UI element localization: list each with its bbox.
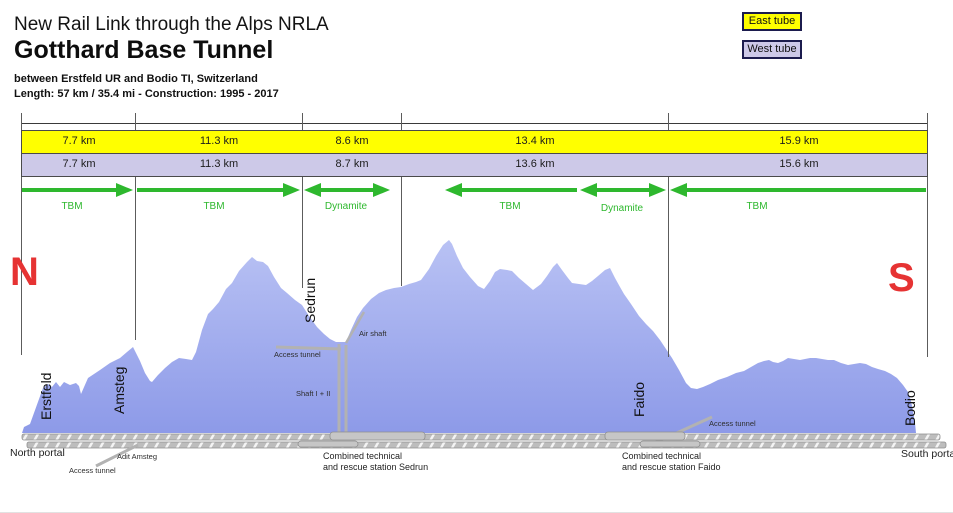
faido-station-line2: and rescue station Faido xyxy=(622,461,721,472)
diagram-subtitle-route: between Erstfeld UR and Bodio TI, Switze… xyxy=(14,73,258,85)
south-indicator: S xyxy=(888,256,915,300)
sedrun-station-structure xyxy=(329,431,426,441)
station-label-sedrun: Sedrun xyxy=(302,277,318,323)
sedrun-station-label: Combined technical and rescue station Se… xyxy=(323,451,428,473)
method-label-5: Dynamite xyxy=(600,203,644,214)
construction-arrow-6 xyxy=(670,183,926,197)
shaft-label: Shaft I + II xyxy=(296,389,331,398)
tunnel-tube-upper xyxy=(21,433,941,441)
divider-mid xyxy=(401,113,402,286)
amsteg-access-tunnel-label: Access tunnel xyxy=(69,466,116,475)
station-label-bodio: Bodio xyxy=(902,390,918,426)
south-portal-label: South portal xyxy=(901,448,953,460)
construction-arrow-3 xyxy=(304,183,390,197)
east-segment-1: 7.7 km xyxy=(62,135,96,147)
air-shaft-line xyxy=(344,311,366,344)
divider-sedrun xyxy=(302,113,303,288)
legend-east-tube: East tube xyxy=(742,12,802,31)
sedrun-station-line2: and rescue station Sedrun xyxy=(323,461,429,472)
diagram-supertitle: New Rail Link through the Alps NRLA xyxy=(14,14,329,35)
legend-west-tube: West tube xyxy=(742,40,802,59)
east-segment-2: 11.3 km xyxy=(199,135,239,147)
sedrun-station-line1: Combined technical xyxy=(323,451,403,461)
west-segment-2: 11.3 km xyxy=(199,158,239,170)
sedrun-station-structure-2 xyxy=(297,440,359,448)
sedrun-access-tunnel-label: Access tunnel xyxy=(274,350,321,359)
construction-arrow-1 xyxy=(22,183,133,197)
east-segment-3: 8.6 km xyxy=(335,135,369,147)
west-segment-5: 15.6 km xyxy=(779,158,819,170)
diagram-subtitle-length: Length: 57 km / 35.4 mi - Construction: … xyxy=(14,88,279,100)
construction-arrow-2 xyxy=(137,183,300,197)
method-label-2: TBM xyxy=(203,201,225,212)
east-segment-5: 15.9 km xyxy=(779,135,819,147)
west-segment-3: 8.7 km xyxy=(335,158,369,170)
method-label-3: Dynamite xyxy=(324,201,368,212)
station-label-erstfeld: Erstfeld xyxy=(38,372,54,420)
method-label-6: TBM xyxy=(746,201,768,212)
faido-station-structure-2 xyxy=(639,440,701,448)
method-label-4: TBM xyxy=(499,201,521,212)
divider-faido xyxy=(668,113,669,357)
divider-bodio xyxy=(927,113,928,357)
east-tube-bar: 7.7 km 11.3 km 8.6 km 13.4 km 15.9 km xyxy=(21,130,928,154)
scale-top-rule xyxy=(21,123,928,124)
divider-amsteg xyxy=(135,113,136,340)
west-segment-4: 13.6 km xyxy=(515,158,555,170)
station-label-amsteg: Amsteg xyxy=(111,366,127,414)
faido-station-structure xyxy=(604,431,686,441)
mountain-profile xyxy=(22,240,916,433)
faido-access-tunnel-label: Access tunnel xyxy=(709,419,756,428)
north-portal-label: North portal xyxy=(10,447,65,459)
sedrun-access-tunnel-line xyxy=(275,345,342,351)
construction-arrow-5 xyxy=(580,183,666,197)
station-label-faido: Faido xyxy=(631,381,647,417)
method-label-1: TBM xyxy=(61,201,83,212)
air-shaft-label: Air shaft xyxy=(359,329,387,338)
east-segment-4: 13.4 km xyxy=(515,135,555,147)
divider-erstfeld xyxy=(21,113,22,355)
faido-station-label: Combined technical and rescue station Fa… xyxy=(622,451,721,473)
adit-amsteg-label: Adit Amsteg xyxy=(117,452,158,461)
north-indicator: N xyxy=(10,250,39,294)
west-segment-1: 7.7 km xyxy=(62,158,96,170)
faido-station-line1: Combined technical xyxy=(622,451,702,461)
west-tube-bar: 7.7 km 11.3 km 8.7 km 13.6 km 15.6 km xyxy=(21,153,928,177)
construction-arrow-4 xyxy=(445,183,577,197)
adit-amsteg-line xyxy=(95,443,139,468)
tunnel-tube-lower xyxy=(26,441,947,449)
diagram-title: Gotthard Base Tunnel xyxy=(14,36,274,64)
